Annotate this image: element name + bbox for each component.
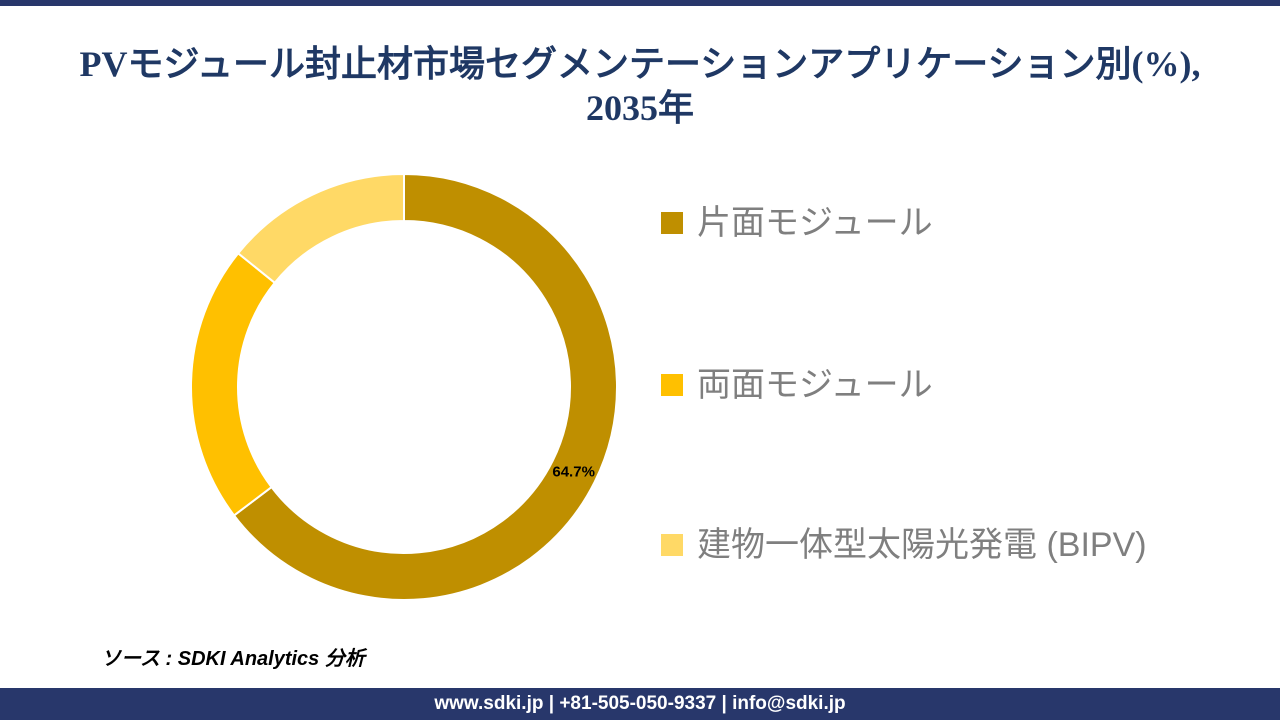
top-accent-bar bbox=[0, 0, 1280, 6]
legend-item-bipv: 建物一体型太陽光発電 (BIPV) bbox=[661, 525, 1147, 565]
donut-segment bbox=[190, 251, 277, 517]
legend-swatch-icon bbox=[661, 374, 683, 396]
footer-contact-bar: www.sdki.jp | +81-505-050-9337 | info@sd… bbox=[0, 688, 1280, 720]
legend-item-single-sided: 片面モジュール bbox=[661, 203, 933, 243]
donut-data-label: 64.7% bbox=[552, 463, 595, 480]
legend-item-double-sided: 両面モジュール bbox=[661, 365, 933, 405]
legend-swatch-icon bbox=[661, 212, 683, 234]
legend-label: 建物一体型太陽光発電 (BIPV) bbox=[697, 526, 1147, 564]
source-note: ソース : SDKI Analytics 分析 bbox=[101, 648, 365, 670]
legend-swatch-icon bbox=[661, 534, 683, 556]
page-title-line1: PVモジュール封止材市場セグメンテーションアプリケーション別(%), bbox=[79, 44, 1201, 84]
legend-label: 片面モジュール bbox=[697, 204, 933, 242]
donut-segment bbox=[236, 172, 405, 285]
page-title: PVモジュール封止材市場セグメンテーションアプリケーション別(%), 2035年 bbox=[0, 42, 1280, 130]
legend-label: 両面モジュール bbox=[697, 366, 933, 404]
donut-segment bbox=[232, 172, 618, 601]
page-title-line2: 2035年 bbox=[585, 88, 694, 128]
donut-chart: 64.7% bbox=[190, 172, 618, 601]
